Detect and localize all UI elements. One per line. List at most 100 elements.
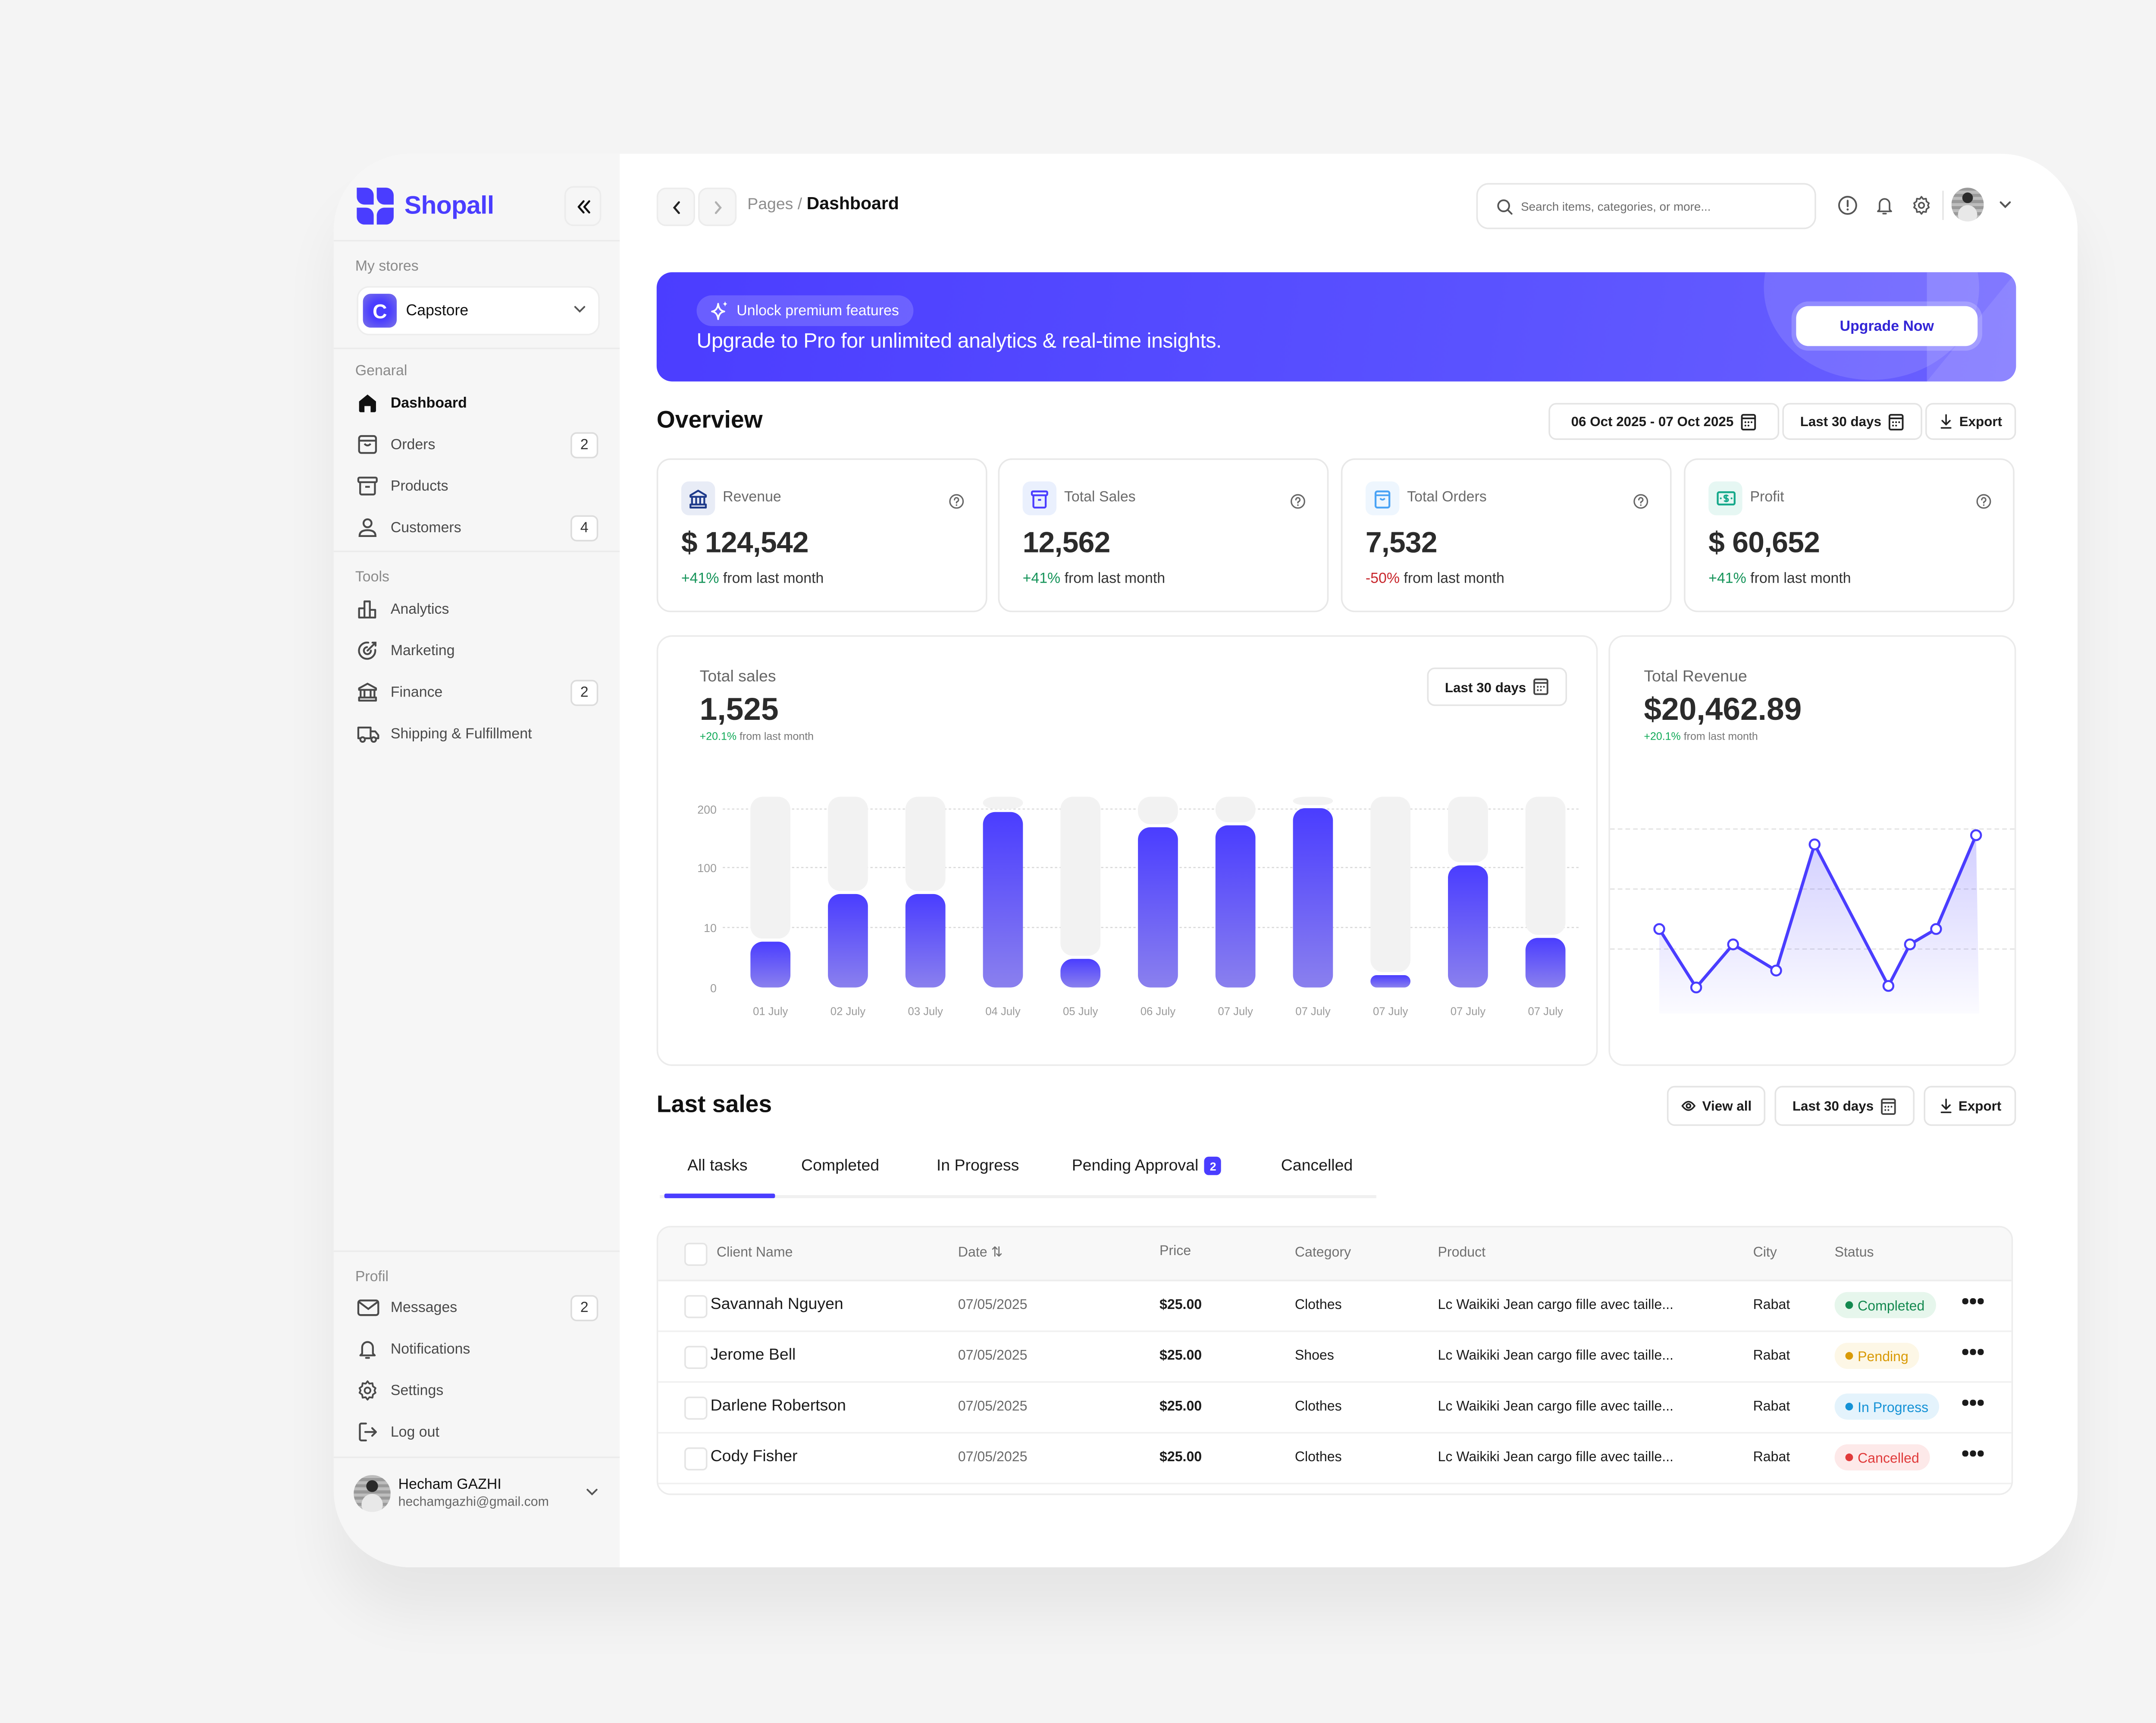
tab-all-tasks[interactable]: All tasks <box>687 1156 748 1175</box>
col-price[interactable]: Price <box>1159 1243 1191 1259</box>
sale-date: 07/05/2025 <box>958 1398 1028 1414</box>
sidebar-item-marketing[interactable]: Marketing <box>355 635 598 666</box>
col-date[interactable]: Date ⇅ <box>958 1244 1003 1260</box>
period-select[interactable]: Last 30 days <box>1782 403 1922 440</box>
divider <box>333 1456 620 1458</box>
stat-card-profit: Profit $ 60,652 +41% from last month <box>1684 458 2015 612</box>
row-actions-button[interactable] <box>1962 1400 1985 1405</box>
general-section-label: Genaral <box>355 363 407 380</box>
export-button[interactable]: Export <box>1925 403 2016 440</box>
alert-circle-icon <box>1837 195 1857 214</box>
table-row[interactable]: Darlene Robertson 07/05/2025 $25.00 Clothes… <box>658 1381 2012 1434</box>
divider <box>333 240 620 242</box>
col-product[interactable]: Product <box>1438 1244 1486 1260</box>
stat-label: Total Orders <box>1407 489 1487 506</box>
mail-icon <box>355 1295 380 1320</box>
header-avatar[interactable] <box>1951 188 1984 222</box>
tab-in-progress[interactable]: In Progress <box>936 1156 1019 1175</box>
svg-text:07 July: 07 July <box>1528 1006 1563 1018</box>
main-content: Pages / Dashboard Unlock premium feature… <box>620 154 2078 1568</box>
col-category[interactable]: Category <box>1294 1244 1351 1260</box>
notifications-button[interactable] <box>1873 194 1895 215</box>
user-profile-menu[interactable]: Hecham GAZHI hechamgazhi@gmail.com <box>354 1472 600 1515</box>
sidebar-item-dashboard[interactable]: Dashboard <box>355 388 598 418</box>
sidebar-item-label: Orders <box>390 436 436 453</box>
row-checkbox[interactable] <box>684 1295 708 1318</box>
sidebar-item-finance[interactable]: Finance 2 <box>355 677 599 707</box>
bar-chart-icon <box>355 597 380 621</box>
help-icon[interactable] <box>1290 489 1306 517</box>
bell-icon <box>355 1337 380 1361</box>
last-sales-export-button[interactable]: Export <box>1924 1086 2016 1126</box>
chevron-down-icon[interactable] <box>1998 197 2013 212</box>
sidebar-item-analytics[interactable]: Analytics <box>355 594 598 625</box>
status-dot <box>1845 1453 1853 1461</box>
collapse-sidebar-button[interactable] <box>564 186 602 226</box>
table-row[interactable]: Cody Fisher 07/05/2025 $25.00 Clothes Lc Wai… <box>658 1432 2012 1484</box>
table-row[interactable]: Savannah Nguyen 07/05/2025 $25.00 Clothes Lc… <box>658 1280 2012 1332</box>
brand-name: Shopall <box>404 191 494 220</box>
search-box[interactable] <box>1476 183 1816 229</box>
sale-city: Rabat <box>1753 1296 1790 1312</box>
breadcrumb-parent[interactable]: Pages / <box>747 195 802 214</box>
client-name: Darlene Robertson <box>710 1397 846 1415</box>
stat-delta: +41% from last month <box>1022 571 1166 588</box>
cash-icon <box>1708 481 1742 515</box>
status-dot <box>1845 1352 1853 1360</box>
chart-title: Total sales <box>699 667 776 686</box>
tab-cancelled[interactable]: Cancelled <box>1281 1156 1353 1175</box>
archive-box-icon <box>1022 481 1057 515</box>
sidebar-item-orders[interactable]: Orders 2 <box>355 429 599 460</box>
tab-pending-approval[interactable]: Pending Approval 2 <box>1072 1156 1222 1175</box>
help-icon[interactable] <box>949 489 964 517</box>
row-checkbox[interactable] <box>684 1397 708 1420</box>
view-all-button[interactable]: View all <box>1667 1086 1766 1126</box>
sidebar-item-shipping[interactable]: Shipping & Fulfillment <box>355 718 598 749</box>
search-input[interactable] <box>1521 199 1798 213</box>
chart-period-select[interactable]: Last 30 days <box>1427 667 1567 706</box>
active-tab-indicator <box>664 1193 775 1199</box>
stat-card-total-sales: Total Sales 12,562 +41% from last month <box>998 458 1329 612</box>
bank-icon <box>355 680 380 704</box>
settings-button[interactable] <box>1910 194 1931 215</box>
sidebar-item-products[interactable]: Products <box>355 471 598 501</box>
row-actions-button[interactable] <box>1962 1450 1985 1456</box>
help-icon[interactable] <box>1976 489 1992 517</box>
last-sales-period-select[interactable]: Last 30 days <box>1774 1086 1915 1126</box>
gear-icon <box>355 1378 380 1403</box>
forward-button[interactable] <box>698 188 737 226</box>
sidebar-item-settings[interactable]: Settings <box>355 1375 598 1406</box>
col-client-name[interactable]: Client Name <box>716 1244 793 1260</box>
row-checkbox[interactable] <box>684 1346 708 1369</box>
brand[interactable]: Shopall <box>355 185 494 228</box>
sidebar-item-label: Marketing <box>390 642 455 659</box>
sidebar-item-label: Analytics <box>390 600 449 618</box>
upgrade-now-button[interactable]: Upgrade Now <box>1796 306 1978 346</box>
date-range-picker[interactable]: 06 Oct 2025 - 07 Oct 2025 <box>1548 403 1780 440</box>
sidebar-item-logout[interactable]: Log out <box>355 1417 598 1447</box>
row-checkbox[interactable] <box>684 1447 708 1471</box>
select-all-checkbox[interactable] <box>684 1243 708 1266</box>
store-selector[interactable]: C Capstore <box>357 286 600 336</box>
row-actions-button[interactable] <box>1962 1349 1985 1355</box>
sidebar-item-label: Shipping & Fulfillment <box>390 725 532 742</box>
archive-box-icon <box>355 474 380 498</box>
col-city[interactable]: City <box>1753 1244 1777 1260</box>
stat-label: Profit <box>1750 489 1784 506</box>
sidebar-item-customers[interactable]: Customers 4 <box>355 512 599 543</box>
tab-completed[interactable]: Completed <box>801 1156 880 1175</box>
chevron-down-icon <box>574 306 586 313</box>
stat-label: Revenue <box>723 489 781 506</box>
col-status[interactable]: Status <box>1834 1244 1874 1260</box>
back-button[interactable] <box>656 188 695 226</box>
sidebar-item-messages[interactable]: Messages 2 <box>355 1292 599 1323</box>
sidebar-item-notifications[interactable]: Notifications <box>355 1334 598 1364</box>
last-sales-title: Last sales <box>656 1092 772 1118</box>
sale-category: Clothes <box>1294 1296 1342 1312</box>
row-actions-button[interactable] <box>1962 1298 1985 1304</box>
client-name: Savannah Nguyen <box>710 1295 843 1314</box>
chart-delta: +20.1% from last month <box>1644 732 1758 743</box>
help-icon[interactable] <box>1633 489 1648 517</box>
info-alert-button[interactable] <box>1836 194 1858 215</box>
table-row[interactable]: Jerome Bell 07/05/2025 $25.00 Shoes Lc Waiki… <box>658 1331 2012 1383</box>
